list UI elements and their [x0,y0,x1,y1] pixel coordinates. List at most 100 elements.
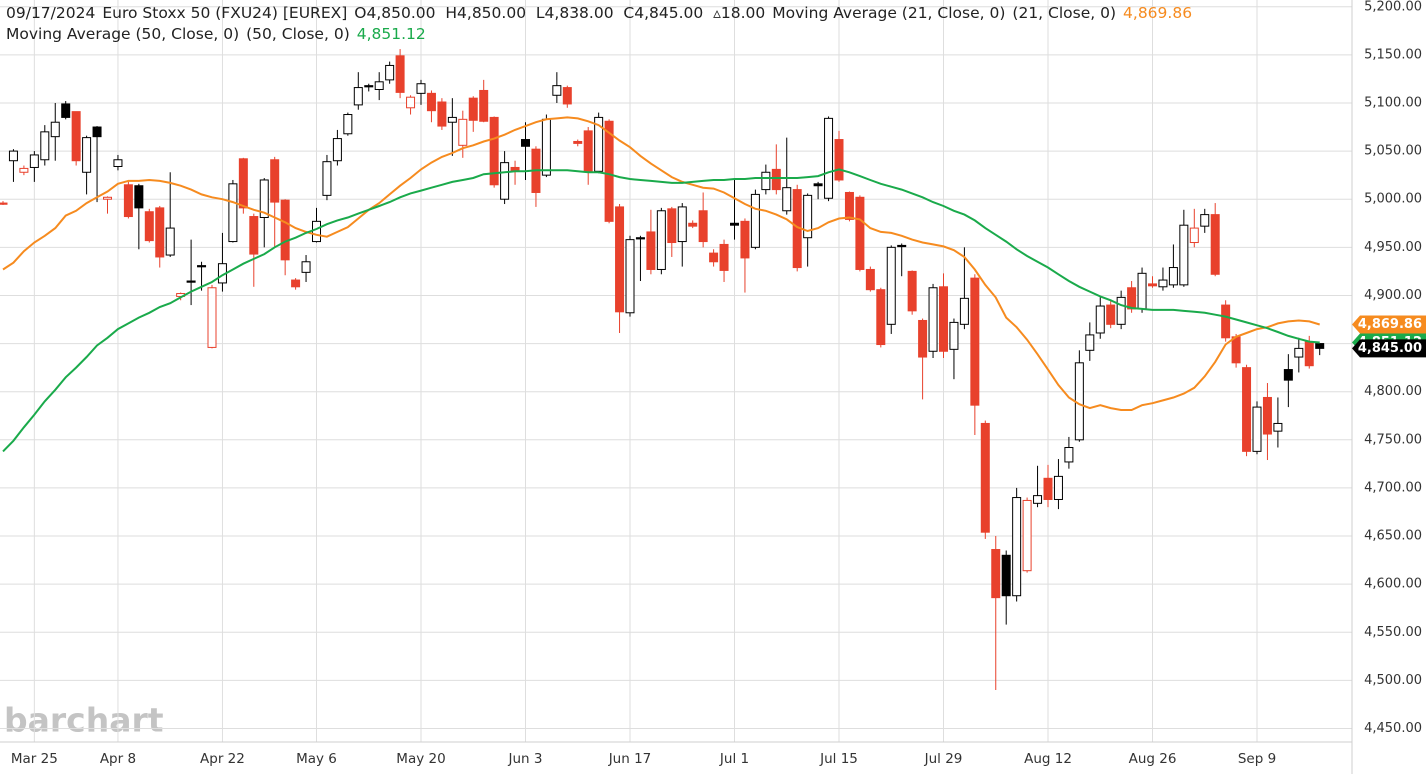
candle-body [426,92,436,112]
header-line-2: Moving Average (50, Close, 0) (50, Close,… [6,25,433,43]
candle-body [479,89,489,122]
candle-body [322,161,332,196]
y-tick-label: 4,800.00 [1364,384,1422,399]
candle-body [1085,334,1095,351]
candle-body [1012,497,1022,597]
candle-body [876,289,886,346]
y-tick-label: 4,600.00 [1364,577,1422,592]
candle-body [1262,396,1272,435]
candle-body [824,117,834,199]
candle-body [1106,304,1116,325]
candle-body [573,140,583,144]
last-close-badge [1352,339,1426,358]
candle-body [918,319,928,358]
candle-body [1022,499,1032,572]
candle-body [813,183,823,187]
candle-body [1304,341,1314,367]
candle-body [1252,406,1262,452]
candle-body [949,321,959,350]
candle-body [134,185,144,209]
y-tick-label: 5,200.00 [1364,0,1422,14]
legend-name: Moving Average (50, Close, 0) [6,25,240,43]
candle-body [1053,475,1063,500]
candle-body [19,167,29,173]
candle-body [750,193,760,248]
candle-body [583,130,593,172]
candle-body [61,103,71,118]
candle-body [1283,369,1293,381]
y-tick-label: 5,050.00 [1364,144,1422,159]
candle-body [1095,305,1105,334]
candle-body [364,85,374,88]
candle-body [803,194,813,239]
candle-body [280,199,290,261]
watermark: barchart [4,701,164,740]
y-tick-label: 4,500.00 [1364,673,1422,688]
candle-body [886,246,896,325]
x-tick-label: Jul 1 [719,751,749,767]
candle-body [1221,304,1231,339]
candle-body [980,422,990,533]
candle-body [552,85,562,96]
date: 09/17/2024 [6,4,96,22]
x-tick-label: Apr 22 [200,751,245,767]
y-tick-label: 5,100.00 [1364,95,1422,110]
candle-body [907,270,917,312]
candle-body [270,159,280,203]
candle-body [1064,447,1074,463]
candle-body [50,121,60,138]
candle-body [688,222,698,227]
last-close-badge-label: 4,845.00 [1358,341,1422,356]
y-tick-label: 5,150.00 [1364,47,1422,62]
x-tick-label: May 20 [396,751,445,767]
candle-body [1179,224,1189,286]
candle-body [343,114,353,135]
candle-body [8,150,18,162]
candle-body [385,64,395,81]
candle-body [353,87,363,106]
candle-body [730,222,739,226]
candle-body [1116,296,1126,325]
candle-body [186,280,196,283]
moving-average-line [2,116,1320,411]
candle-body [0,202,8,205]
candle-body [970,277,980,406]
candle-body [1273,422,1283,432]
x-tick-label: Apr 8 [100,751,136,767]
candle-body [332,138,342,162]
candle-body [939,286,948,352]
candle-body [416,83,426,94]
candle-body [238,158,248,209]
candle-body [468,97,478,121]
candle-body [406,96,416,109]
candle-body [959,297,969,325]
y-tick-label: 4,950.00 [1364,240,1422,255]
x-tick-label: Mar 25 [11,751,58,767]
legend-params: (50, Close, 0) [246,25,350,43]
candle-body [897,244,907,248]
last-value-badge [1352,315,1426,334]
y-tick-label: 5,000.00 [1364,192,1422,207]
candle-body [719,243,729,271]
candle-body [228,183,238,243]
candle-body [698,210,708,243]
x-tick-label: Jul 29 [924,751,963,767]
candle-body [207,287,217,348]
x-tick-label: Jun 17 [608,751,652,767]
candle-body [834,139,844,181]
candle-body [312,220,321,243]
candle-body [656,210,666,270]
candle-body [29,154,39,168]
candle-body [1242,367,1252,452]
x-tick-label: Aug 12 [1024,751,1072,767]
candle-body [259,179,269,218]
y-tick-label: 4,650.00 [1364,529,1422,544]
y-tick-label: 4,450.00 [1364,721,1422,736]
candle-body [667,208,677,244]
candle-body [1001,554,1011,597]
candle-body [165,227,175,256]
candle-body [103,196,112,200]
y-tick-label: 4,700.00 [1364,480,1422,495]
candle-body [1210,214,1220,275]
